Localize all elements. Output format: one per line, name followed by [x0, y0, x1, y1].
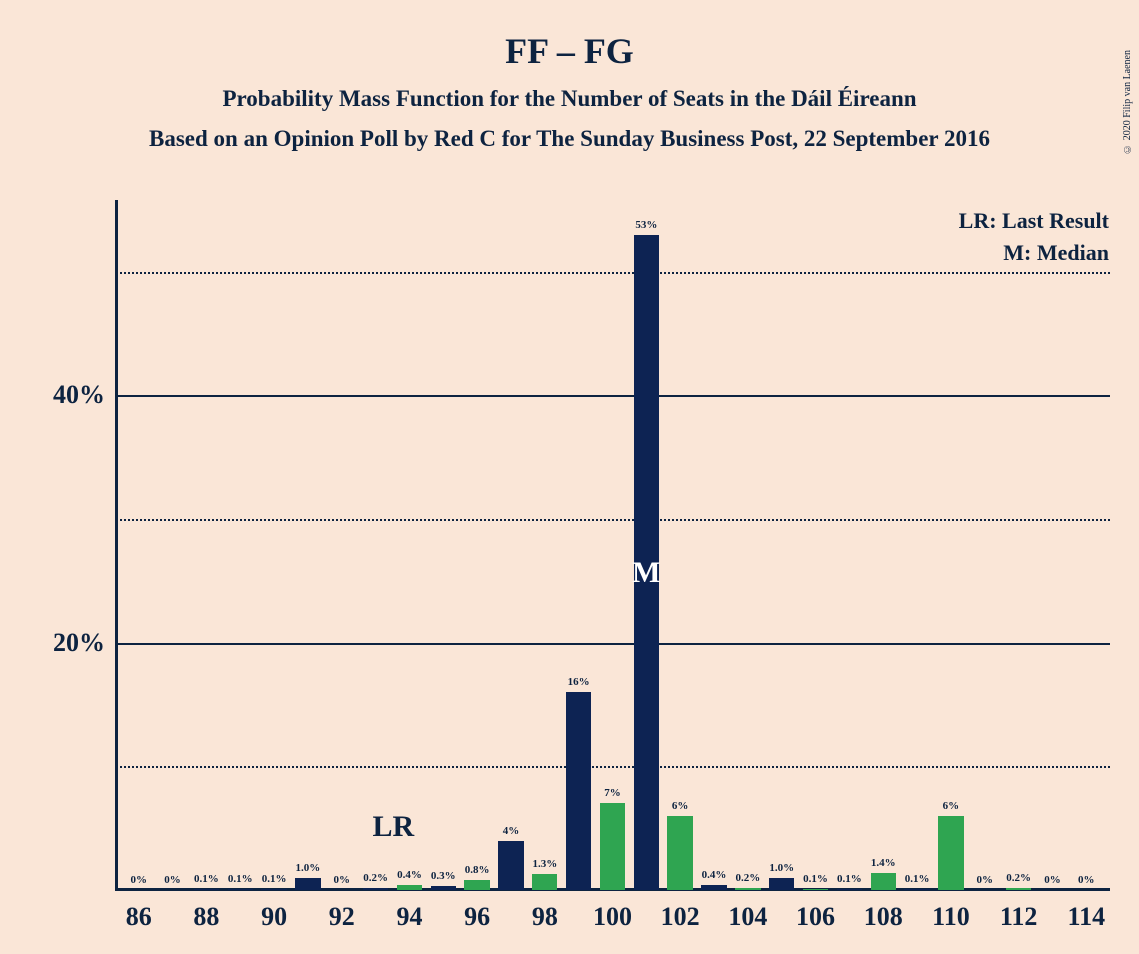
bar-value-label: 0.3%	[431, 870, 456, 882]
gridline	[115, 766, 1110, 768]
bar-value-label: 0%	[1078, 874, 1095, 886]
x-axis-label: 104	[728, 902, 767, 932]
gridline	[115, 272, 1110, 274]
bar-value-label: 7%	[604, 787, 621, 799]
bar-value-label: 0.1%	[194, 873, 219, 885]
median-marker: M	[632, 556, 660, 590]
chart-subtitle-1: Probability Mass Function for the Number…	[0, 86, 1139, 112]
x-axis-label: 114	[1068, 902, 1106, 932]
bar-value-label: 4%	[503, 825, 520, 837]
bar-value-label: 1.4%	[871, 857, 896, 869]
bar	[397, 885, 422, 890]
y-axis-label: 20%	[35, 628, 105, 658]
x-axis-label: 112	[1000, 902, 1038, 932]
x-axis-label: 94	[396, 902, 422, 932]
bar-value-label: 0%	[164, 874, 181, 886]
chart-subtitle-2: Based on an Opinion Poll by Red C for Th…	[0, 126, 1139, 152]
bar-value-label: 0.1%	[228, 873, 253, 885]
bar-value-label: 0%	[334, 874, 351, 886]
bar	[228, 889, 253, 890]
bar-value-label: 53%	[635, 219, 657, 231]
x-axis-label: 110	[932, 902, 970, 932]
bar-value-label: 0.2%	[1006, 872, 1031, 884]
x-axis-label: 92	[329, 902, 355, 932]
x-axis-label: 102	[661, 902, 700, 932]
bar	[735, 888, 760, 890]
last-result-marker: LR	[373, 810, 415, 844]
bar-value-label: 0%	[130, 874, 147, 886]
bar	[295, 878, 320, 890]
bar-value-label: 6%	[672, 800, 689, 812]
bar-value-label: 1.0%	[296, 862, 321, 874]
bar-value-label: 0.1%	[803, 873, 828, 885]
bar-value-label: 0.2%	[735, 872, 760, 884]
bar	[871, 873, 896, 890]
bar-value-label: 0.4%	[702, 869, 727, 881]
bar-value-label: 1.3%	[532, 858, 557, 870]
bar	[566, 692, 591, 890]
gridline	[115, 643, 1110, 645]
bar-value-label: 16%	[568, 676, 590, 688]
bar-value-label: 0.2%	[363, 872, 388, 884]
bar-value-label: 0.1%	[905, 873, 930, 885]
bar	[667, 816, 692, 890]
x-axis-label: 86	[126, 902, 152, 932]
x-axis-label: 106	[796, 902, 835, 932]
bar-value-label: 1.0%	[769, 862, 794, 874]
bar	[769, 878, 794, 890]
x-axis-label: 88	[193, 902, 219, 932]
chart-title: FF – FG	[0, 30, 1139, 72]
copyright-text: © 2020 Filip van Laenen	[1122, 50, 1133, 154]
x-axis-label: 98	[532, 902, 558, 932]
bar	[498, 841, 523, 890]
bar	[904, 889, 929, 890]
x-axis-label: 100	[593, 902, 632, 932]
bar	[600, 803, 625, 890]
bar	[1006, 888, 1031, 890]
bar	[194, 889, 219, 890]
bar-value-label: 0.8%	[465, 864, 490, 876]
bar-value-label: 0%	[977, 874, 994, 886]
bar	[261, 889, 286, 890]
y-axis	[115, 200, 118, 890]
x-axis-label: 90	[261, 902, 287, 932]
bar	[363, 888, 388, 890]
x-axis-label: 96	[464, 902, 490, 932]
bar	[701, 885, 726, 890]
y-axis-label: 40%	[35, 380, 105, 410]
chart-area: 20%40%8688909294969810010210410610811011…	[115, 210, 1110, 890]
bar	[837, 889, 862, 890]
gridline	[115, 395, 1110, 397]
bar	[532, 874, 557, 890]
bar	[803, 889, 828, 890]
bar	[464, 880, 489, 890]
bar-value-label: 0.4%	[397, 869, 422, 881]
plot-area: 20%40%8688909294969810010210410610811011…	[115, 210, 1110, 890]
bar-value-label: 0.1%	[837, 873, 862, 885]
bar	[938, 816, 963, 890]
bar	[431, 886, 456, 890]
bar-value-label: 6%	[943, 800, 960, 812]
bar-value-label: 0.1%	[262, 873, 287, 885]
gridline	[115, 519, 1110, 521]
x-axis-label: 108	[864, 902, 903, 932]
bar-value-label: 0%	[1044, 874, 1061, 886]
